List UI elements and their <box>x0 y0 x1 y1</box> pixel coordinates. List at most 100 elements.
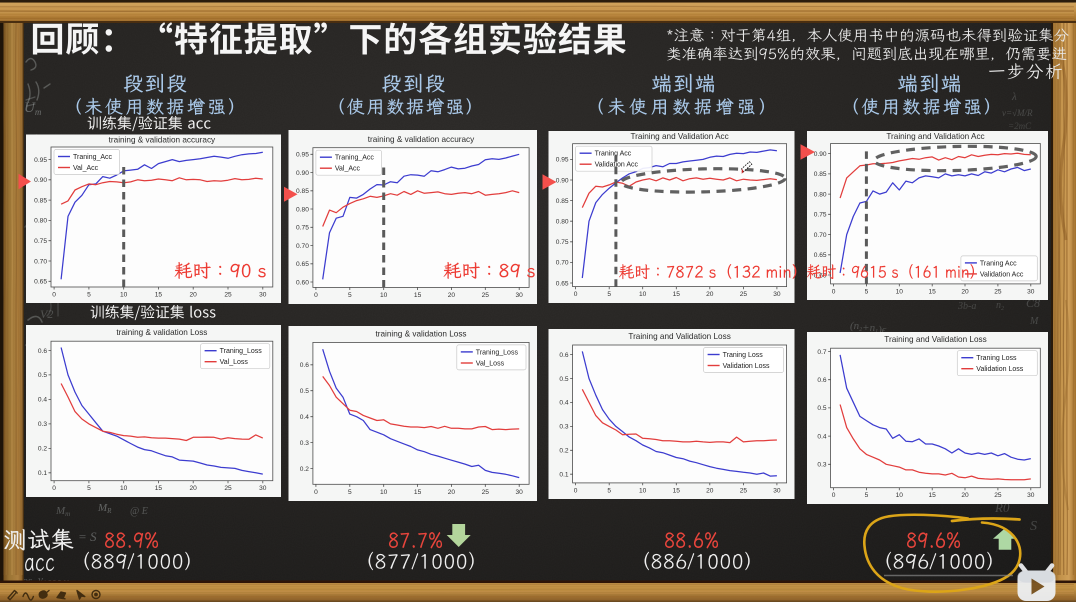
svg-text:v=√M/R: v=√M/R <box>1002 108 1033 118</box>
svg-text:Traning_Acc: Traning_Acc <box>335 155 375 162</box>
svg-text:20: 20 <box>448 292 456 299</box>
svg-text:5: 5 <box>607 291 611 298</box>
svg-text:0.90: 0.90 <box>296 170 309 177</box>
svg-text:0.80: 0.80 <box>34 218 47 225</box>
svg-text:5: 5 <box>87 485 91 492</box>
svg-text:0: 0 <box>314 292 318 299</box>
svg-text:Validation Loss: Validation Loss <box>976 366 1023 373</box>
svg-text:30: 30 <box>516 292 524 299</box>
svg-text:30: 30 <box>773 291 781 298</box>
svg-text:0.80: 0.80 <box>296 206 309 213</box>
svg-text:0.65: 0.65 <box>556 280 569 287</box>
svg-text:Training and Validation Loss: Training and Validation Loss <box>628 332 730 341</box>
svg-text:30: 30 <box>773 487 781 494</box>
svg-text:0.75: 0.75 <box>814 212 827 219</box>
svg-text:20: 20 <box>190 292 198 299</box>
svg-text:Traning Loss: Traning Loss <box>723 352 764 359</box>
svg-text:5: 5 <box>607 487 611 494</box>
svg-text:V2: V2 <box>40 307 53 321</box>
svg-text:0.85: 0.85 <box>814 171 827 178</box>
svg-text:10: 10 <box>380 292 388 299</box>
svg-text:Training and Validation Acc: Training and Validation Acc <box>886 132 984 141</box>
svg-text:30: 30 <box>516 489 524 496</box>
svg-text:0.6: 0.6 <box>300 362 309 369</box>
svg-text:5: 5 <box>87 292 91 299</box>
svg-text:15: 15 <box>414 489 422 496</box>
svg-text:20: 20 <box>706 291 714 298</box>
svg-text:0.5: 0.5 <box>38 372 47 379</box>
svg-text:training & validation accuracy: training & validation accuracy <box>368 135 475 144</box>
svg-text:M: M <box>1029 316 1039 327</box>
svg-text:Traning Acc: Traning Acc <box>980 260 1017 267</box>
svg-text:30: 30 <box>259 485 267 492</box>
svg-text:5: 5 <box>865 288 869 295</box>
svg-text:0.65: 0.65 <box>296 261 309 268</box>
svg-text:0.85: 0.85 <box>556 198 569 205</box>
svg-text:0.2: 0.2 <box>38 446 47 453</box>
svg-text:0: 0 <box>52 292 56 299</box>
svg-text:10: 10 <box>896 492 904 499</box>
svg-text:Traning_Loss: Traning_Loss <box>476 349 519 356</box>
svg-text:0.6: 0.6 <box>559 352 568 359</box>
svg-text:0.1: 0.1 <box>38 470 47 477</box>
svg-text:0: 0 <box>574 487 578 494</box>
svg-text:25: 25 <box>482 292 490 299</box>
svg-text:0.70: 0.70 <box>34 258 47 265</box>
svg-text:0.95: 0.95 <box>34 157 47 164</box>
svg-text:0.95: 0.95 <box>556 157 569 164</box>
svg-text:Training and Validation Loss: Training and Validation Loss <box>884 335 986 344</box>
svg-text:Validation Acc: Validation Acc <box>595 162 639 169</box>
svg-text:15: 15 <box>414 292 422 299</box>
svg-text:λ: λ <box>1011 91 1017 103</box>
svg-text:training & validation accuracy: training & validation accuracy <box>109 136 216 145</box>
svg-text:Traning Loss: Traning Loss <box>976 355 1017 362</box>
svg-text:25: 25 <box>994 288 1002 295</box>
svg-text:10: 10 <box>639 291 647 298</box>
svg-text:0.85: 0.85 <box>34 197 47 204</box>
svg-text:0.60: 0.60 <box>296 279 309 286</box>
svg-text:0.1: 0.1 <box>559 472 568 479</box>
svg-text:10: 10 <box>380 489 388 496</box>
svg-text:0.65: 0.65 <box>814 252 827 259</box>
svg-text:0.70: 0.70 <box>556 260 569 267</box>
svg-text:Training and Validation Acc: Training and Validation Acc <box>630 132 728 141</box>
svg-text:15: 15 <box>155 292 163 299</box>
svg-text:0.80: 0.80 <box>814 191 827 198</box>
svg-text:15: 15 <box>673 291 681 298</box>
svg-text:0.3: 0.3 <box>817 462 826 469</box>
svg-text:0.95: 0.95 <box>296 152 309 159</box>
svg-text:=2mC: =2mC <box>1008 121 1032 131</box>
svg-text:25: 25 <box>482 489 490 496</box>
svg-text:25: 25 <box>994 492 1002 499</box>
svg-text:0.90: 0.90 <box>34 177 47 184</box>
svg-text:Val_Loss: Val_Loss <box>476 360 505 367</box>
svg-text:Traning Acc: Traning Acc <box>595 151 632 158</box>
svg-text:0.6: 0.6 <box>817 377 826 384</box>
svg-text:Val_Loss: Val_Loss <box>220 359 249 366</box>
svg-text:0.90: 0.90 <box>814 151 827 158</box>
svg-text:0: 0 <box>574 291 578 298</box>
svg-text:0.4: 0.4 <box>559 400 568 407</box>
svg-text:5: 5 <box>865 492 869 499</box>
svg-text:Val_Acc: Val_Acc <box>73 165 99 172</box>
svg-text:0.90: 0.90 <box>556 177 569 184</box>
svg-text:0.5: 0.5 <box>300 388 309 395</box>
svg-text:20: 20 <box>961 492 969 499</box>
svg-text:0: 0 <box>832 492 836 499</box>
svg-text:10: 10 <box>896 288 904 295</box>
svg-text:0.7: 0.7 <box>817 349 826 356</box>
svg-text:0.75: 0.75 <box>296 225 309 232</box>
svg-text:20: 20 <box>190 485 198 492</box>
svg-text:25: 25 <box>740 487 748 494</box>
svg-text:Val_Acc: Val_Acc <box>335 166 361 173</box>
svg-text:3b‑a: 3b‑a <box>957 301 976 312</box>
svg-text:0.85: 0.85 <box>296 188 309 195</box>
svg-text:0.6: 0.6 <box>38 348 47 355</box>
svg-text:Traning_Acc: Traning_Acc <box>73 154 113 161</box>
svg-text:training & validation Loss: training & validation Loss <box>116 328 207 337</box>
svg-text:0: 0 <box>314 489 318 496</box>
svg-text:0.2: 0.2 <box>300 466 309 473</box>
svg-text:0.5: 0.5 <box>817 405 826 412</box>
svg-text:0.2: 0.2 <box>559 448 568 455</box>
svg-text:Validation Acc: Validation Acc <box>980 271 1024 278</box>
